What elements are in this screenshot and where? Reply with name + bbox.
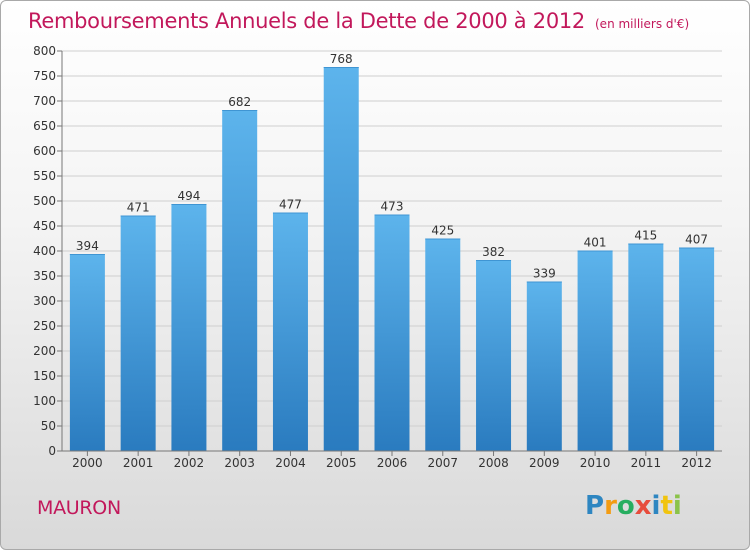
- x-tick-label: 2009: [529, 456, 560, 470]
- x-tick-label: 2012: [681, 456, 712, 470]
- x-tick-label: 2005: [326, 456, 357, 470]
- x-tick-label: 2003: [224, 456, 255, 470]
- bar-2008: [476, 260, 512, 451]
- y-tick-label: 0: [48, 444, 56, 458]
- logo-letter: P: [585, 491, 605, 521]
- x-tick-label: 2011: [631, 456, 662, 470]
- chart-title: Remboursements Annuels de la Dette de 20…: [28, 9, 689, 33]
- bar-2007: [425, 238, 461, 451]
- logo-letter: i: [651, 491, 661, 521]
- y-tick-label: 800: [33, 44, 56, 58]
- bars: 394 471 494 682 477 768 473 425 382 339 401 415 407: [69, 52, 715, 451]
- data-label: 425: [431, 224, 454, 238]
- y-tick-label: 400: [33, 244, 56, 258]
- bar-2009: [526, 281, 562, 451]
- y-tick-label: 350: [33, 269, 56, 283]
- commune-name: MAURON: [37, 497, 121, 519]
- chart-subtitle: (en milliers d'€): [595, 17, 690, 31]
- y-tick-label: 450: [33, 219, 56, 233]
- bar-2004: [272, 212, 308, 451]
- bar-2006: [374, 214, 410, 451]
- y-tick-label: 100: [33, 394, 56, 408]
- x-tick-label: 2010: [580, 456, 611, 470]
- bar-2012: [679, 247, 715, 451]
- bar-2002: [171, 204, 207, 451]
- x-tick-label: 2004: [275, 456, 306, 470]
- x-tick-label: 2006: [377, 456, 408, 470]
- data-label: 471: [127, 201, 150, 215]
- data-label: 477: [279, 198, 302, 212]
- proxiti-logo: Proxiti: [585, 491, 682, 521]
- x-tick-label: 2002: [174, 456, 205, 470]
- data-label: 394: [76, 239, 99, 253]
- x-tick-label: 2007: [427, 456, 458, 470]
- y-tick-label: 550: [33, 169, 56, 183]
- y-tick-label: 300: [33, 294, 56, 308]
- y-tick-label: 200: [33, 344, 56, 358]
- data-label: 682: [228, 95, 251, 109]
- chart-title-text: Remboursements Annuels de la Dette de 20…: [28, 9, 585, 33]
- x-axis: 2000 2001 2002 2003 2004 2005 2006 2007 2008 2009…: [62, 450, 722, 470]
- data-label: 401: [584, 236, 607, 250]
- data-label: 382: [482, 245, 505, 259]
- bar-2000: [69, 254, 105, 451]
- data-label: 768: [330, 52, 353, 66]
- x-tick-label: 2008: [478, 456, 509, 470]
- data-label: 407: [685, 233, 708, 247]
- y-axis: 0 50 100 150 200 250 300 350 400 450 500 550 600 650 7…: [33, 44, 63, 458]
- y-tick-label: 150: [33, 369, 56, 383]
- bar-2010: [577, 250, 613, 451]
- bar-2011: [628, 243, 664, 451]
- logo-letter: i: [672, 491, 682, 521]
- x-tick-label: 2000: [72, 456, 103, 470]
- data-label: 494: [177, 189, 200, 203]
- y-tick-label: 600: [33, 144, 56, 158]
- y-tick-label: 750: [33, 69, 56, 83]
- bar-2005: [323, 67, 359, 451]
- data-label: 473: [381, 200, 404, 214]
- y-tick-label: 500: [33, 194, 56, 208]
- x-tick-label: 2001: [123, 456, 154, 470]
- y-tick-label: 650: [33, 119, 56, 133]
- logo-letter: r: [604, 491, 617, 521]
- y-tick-label: 50: [41, 419, 56, 433]
- bar-2001: [120, 215, 156, 451]
- y-tick-label: 250: [33, 319, 56, 333]
- logo-letter: t: [660, 491, 673, 521]
- data-label: 415: [634, 229, 657, 243]
- data-label: 339: [533, 267, 556, 281]
- y-tick-label: 700: [33, 94, 56, 108]
- logo-letter: x: [634, 491, 652, 521]
- logo-letter: o: [616, 491, 635, 521]
- bar-2003: [222, 110, 258, 451]
